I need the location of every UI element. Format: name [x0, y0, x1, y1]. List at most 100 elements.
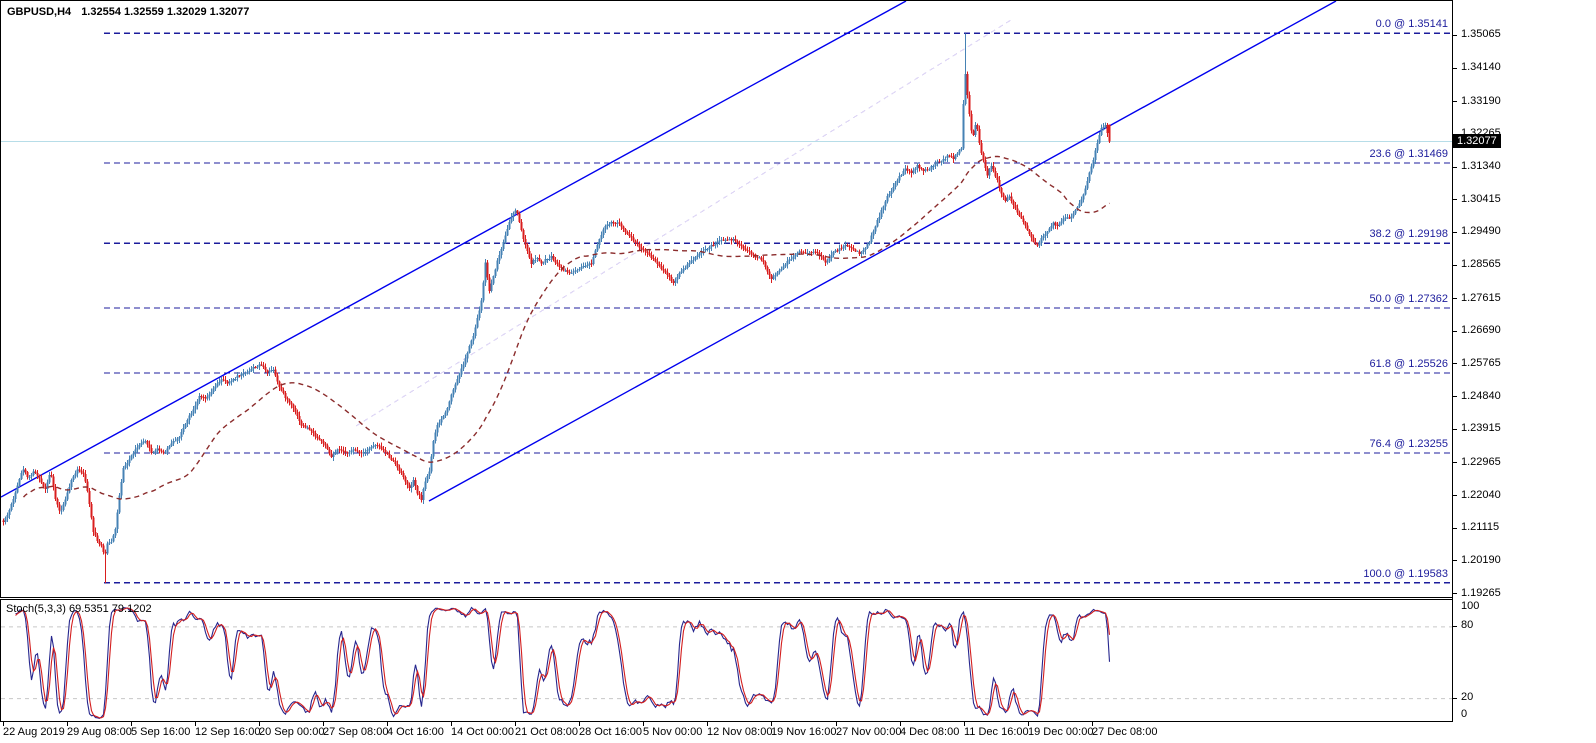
- date-axis-label: 4 Dec 08:00: [900, 726, 960, 738]
- date-axis-label: 19 Nov 16:00: [771, 726, 837, 738]
- price-axis-label: 1.19265: [1461, 587, 1501, 599]
- date-axis-tick: [259, 722, 260, 726]
- stoch-axis-label: 0: [1461, 708, 1468, 720]
- current-price-tag: 1.32077: [1453, 134, 1501, 148]
- stoch-signal-line: [15, 607, 1111, 719]
- price-axis-tick: [1452, 528, 1457, 529]
- date-axis-tick: [643, 722, 644, 726]
- fibonacci-label-0.0: 0.0 @ 1.35141: [1375, 18, 1448, 30]
- symbol-timeframe-label: GBPUSD,H4: [7, 6, 72, 18]
- price-axis-label: 1.21115: [1461, 521, 1500, 533]
- price-axis-label: 1.31340: [1461, 160, 1501, 172]
- date-axis-label: 5 Sep 16:00: [131, 726, 191, 738]
- price-axis-tick: [1452, 462, 1457, 463]
- candle-bodies-down: [2, 73, 1111, 554]
- stochastic-panel: Stoch(5,3,3) 69.5351 79.1202: [0, 599, 1452, 722]
- fibonacci-label-61.8: 61.8 @ 1.25526: [1369, 358, 1448, 370]
- date-axis-tick: [515, 722, 516, 726]
- date-axis-tick: [579, 722, 580, 726]
- price-axis-label: 1.29490: [1461, 225, 1501, 237]
- chart-title: GBPUSD,H4 1.32554 1.32559 1.32029 1.32077: [7, 6, 249, 18]
- date-axis-label: 22 Aug 2019: [3, 726, 65, 738]
- date-axis-label: 14 Oct 00:00: [451, 726, 514, 738]
- price-axis-tick: [1452, 167, 1457, 168]
- stochastic-label: Stoch(5,3,3) 69.5351 79.1202: [6, 603, 152, 615]
- date-axis-tick: [451, 722, 452, 726]
- price-axis-tick: [1452, 396, 1457, 397]
- price-axis-label: 1.25765: [1461, 357, 1501, 369]
- price-axis-label: 1.20190: [1461, 554, 1501, 566]
- date-axis-label: 27 Nov 00:00: [836, 726, 902, 738]
- stoch-axis-tick: [1452, 698, 1457, 699]
- date-axis-label: 27 Dec 08:00: [1092, 726, 1158, 738]
- price-axis-label: 1.27615: [1461, 292, 1501, 304]
- moving-average-line: [22, 155, 1110, 500]
- stoch-axis-tick: [1452, 626, 1457, 627]
- date-axis-tick: [195, 722, 196, 726]
- stoch-axis-label: 100: [1461, 600, 1480, 612]
- price-axis-label: 1.30415: [1461, 193, 1501, 205]
- upper-channel-line: [1, 1, 907, 498]
- candle-wicks-up: [5, 33, 1106, 556]
- date-axis-label: 27 Sep 08:00: [323, 726, 389, 738]
- date-axis-label: 11 Dec 16:00: [964, 726, 1029, 738]
- date-axis-tick: [771, 722, 772, 726]
- price-axis-tick: [1452, 593, 1457, 594]
- price-axis-label: 1.22040: [1461, 489, 1501, 501]
- stoch-axis-label: 20: [1461, 691, 1474, 703]
- price-axis-label: 1.34140: [1461, 61, 1501, 73]
- date-axis-tick: [707, 722, 708, 726]
- lower-channel-line: [428, 1, 1337, 502]
- stochastic-canvas: [1, 606, 1452, 720]
- date-axis-tick: [900, 722, 901, 726]
- price-axis-label: 1.24840: [1461, 390, 1501, 402]
- price-axis-label: 1.28565: [1461, 258, 1501, 270]
- fibonacci-label-100.0: 100.0 @ 1.19583: [1363, 568, 1448, 580]
- date-axis-tick: [323, 722, 324, 726]
- date-axis-tick: [1092, 722, 1093, 726]
- date-axis-label: 21 Oct 08:00: [515, 726, 578, 738]
- date-axis-tick: [131, 722, 132, 726]
- stoch-main-line: [15, 606, 1111, 720]
- faint-trendline: [355, 19, 1012, 427]
- price-axis-tick: [1452, 68, 1457, 69]
- date-axis-label: 12 Sep 16:00: [195, 726, 261, 738]
- main-chart-panel: GBPUSD,H4 1.32554 1.32559 1.32029 1.32077: [0, 0, 1452, 598]
- date-axis-label: 19 Dec 00:00: [1028, 726, 1094, 738]
- price-axis-label: 1.22965: [1461, 456, 1501, 468]
- price-axis-tick: [1452, 363, 1457, 364]
- date-axis-label: 28 Oct 16:00: [579, 726, 642, 738]
- date-axis-tick: [3, 722, 4, 726]
- price-axis-tick: [1452, 265, 1457, 266]
- fibonacci-label-23.6: 23.6 @ 1.31469: [1369, 148, 1448, 160]
- date-axis-tick: [836, 722, 837, 726]
- date-axis-label: 12 Nov 08:00: [707, 726, 773, 738]
- date-axis-tick: [387, 722, 388, 726]
- price-axis-label: 1.35065: [1461, 28, 1501, 40]
- price-axis-tick: [1452, 199, 1457, 200]
- date-axis-tick: [67, 722, 68, 726]
- fibonacci-label-76.4: 76.4 @ 1.23255: [1369, 438, 1448, 450]
- candle-wicks-down: [3, 71, 1110, 583]
- price-axis-separator: [1452, 0, 1453, 722]
- price-chart-canvas: [1, 1, 1452, 584]
- price-axis-tick: [1452, 495, 1457, 496]
- date-axis-label: 5 Nov 00:00: [643, 726, 703, 738]
- date-axis-label: 20 Sep 00:00: [259, 726, 325, 738]
- price-axis-tick: [1452, 429, 1457, 430]
- price-axis-tick: [1452, 298, 1457, 299]
- date-axis-tick: [964, 722, 965, 726]
- price-axis-tick: [1452, 35, 1457, 36]
- price-axis-label: 1.26690: [1461, 324, 1501, 336]
- fibonacci-label-50.0: 50.0 @ 1.27362: [1369, 293, 1448, 305]
- price-axis-label: 1.23915: [1461, 422, 1501, 434]
- candle-bodies-up: [4, 73, 1107, 554]
- date-axis-label: 4 Oct 16:00: [387, 726, 444, 738]
- price-axis-tick: [1452, 101, 1457, 102]
- stoch-axis-label: 80: [1461, 619, 1474, 631]
- price-axis-label: 1.33190: [1461, 95, 1501, 107]
- date-axis-label: 29 Aug 08:00: [67, 726, 132, 738]
- price-axis-tick: [1452, 331, 1457, 332]
- fibonacci-label-38.2: 38.2 @ 1.29198: [1369, 228, 1448, 240]
